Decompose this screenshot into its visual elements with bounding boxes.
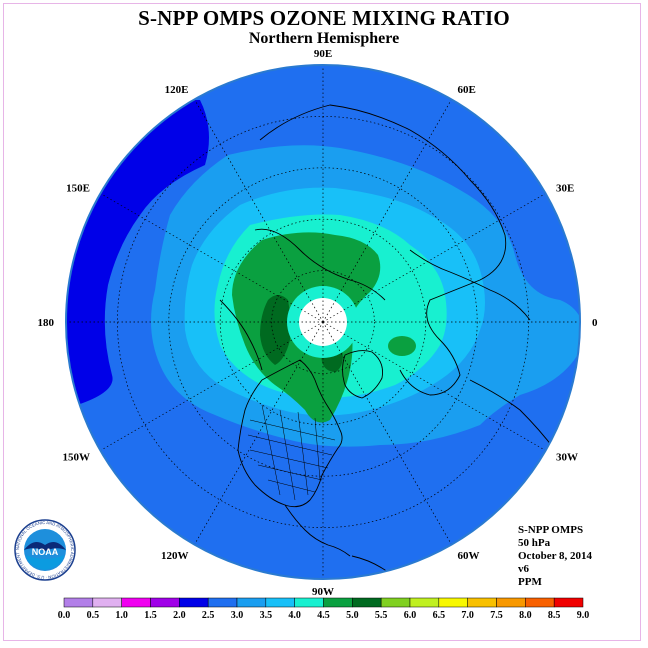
noaa-logo: NOAA NATIONAL OCEANIC AND ATMOSPHERIC AD…: [14, 519, 76, 581]
meridian-line: [194, 321, 324, 545]
coastline-greenland: [342, 350, 383, 399]
info-instrument: S-NPP OMPS: [518, 524, 584, 536]
image-frame: [3, 3, 641, 641]
coastline-siberia: [254, 228, 386, 301]
longitude-label: 90E: [314, 48, 332, 60]
coastline-alaska: [219, 299, 263, 371]
longitude-labels: 90E 60E 30E 0 30W 60W 90W 120W 150W 180 150E 120E: [38, 48, 599, 598]
state-borders-lines: [247, 404, 336, 501]
latitude-circle: [117, 116, 529, 528]
longitude-label: 180: [38, 317, 55, 329]
state-borders: [247, 404, 336, 501]
longitude-label: 60E: [458, 84, 476, 96]
longitude-label: 60W: [458, 550, 480, 562]
coastline-north-america: [237, 359, 343, 508]
latitude-circle: [168, 167, 478, 477]
info-level: 50 hPa: [518, 537, 551, 549]
longitude-label: 30W: [556, 452, 578, 464]
coastlines: [219, 104, 556, 579]
noaa-logo-text: NOAA: [32, 547, 59, 557]
product-info: S-NPP OMPS 50 hPa October 8, 2014 v6 PPM: [518, 524, 592, 589]
latitude-circle: [219, 218, 427, 426]
coastline-africa: [469, 379, 556, 451]
coastline-eurasia: [259, 104, 507, 396]
meridian-line: [322, 321, 546, 451]
meridian-line: [100, 321, 324, 451]
longitude-label: 120E: [165, 84, 189, 96]
meridian-line: [100, 193, 324, 323]
meridian-line: [322, 99, 452, 323]
noaa-logo-wave: [26, 555, 64, 570]
coastline-central-america: [284, 504, 351, 557]
info-version: v6: [518, 563, 529, 575]
meridian-line: [322, 193, 546, 323]
page-title: S-NPP OMPS OZONE MIXING RATIO: [138, 6, 510, 30]
coastline-europe: [409, 249, 531, 321]
ozone-level-4-5: [260, 295, 291, 365]
page-subtitle: Northern Hemisphere: [248, 30, 400, 47]
graticule: [66, 65, 580, 579]
longitude-label: 150W: [63, 452, 91, 464]
longitude-label: 90W: [312, 586, 334, 598]
noaa-logo-bird: [24, 541, 66, 551]
info-date: October 8, 2014: [518, 550, 593, 562]
longitude-label: 30E: [556, 183, 574, 195]
meridian-line: [322, 321, 452, 545]
coastline-south-america: [351, 555, 401, 579]
info-units: PPM: [518, 576, 542, 588]
longitude-label: 150E: [66, 183, 90, 195]
ozone-level-4-0-east: [388, 336, 416, 356]
longitude-label: 120W: [161, 550, 189, 562]
map-border: [65, 64, 581, 580]
meridian-line: [194, 99, 324, 323]
longitude-label: 0: [592, 317, 598, 329]
latitude-circle: [271, 270, 375, 374]
